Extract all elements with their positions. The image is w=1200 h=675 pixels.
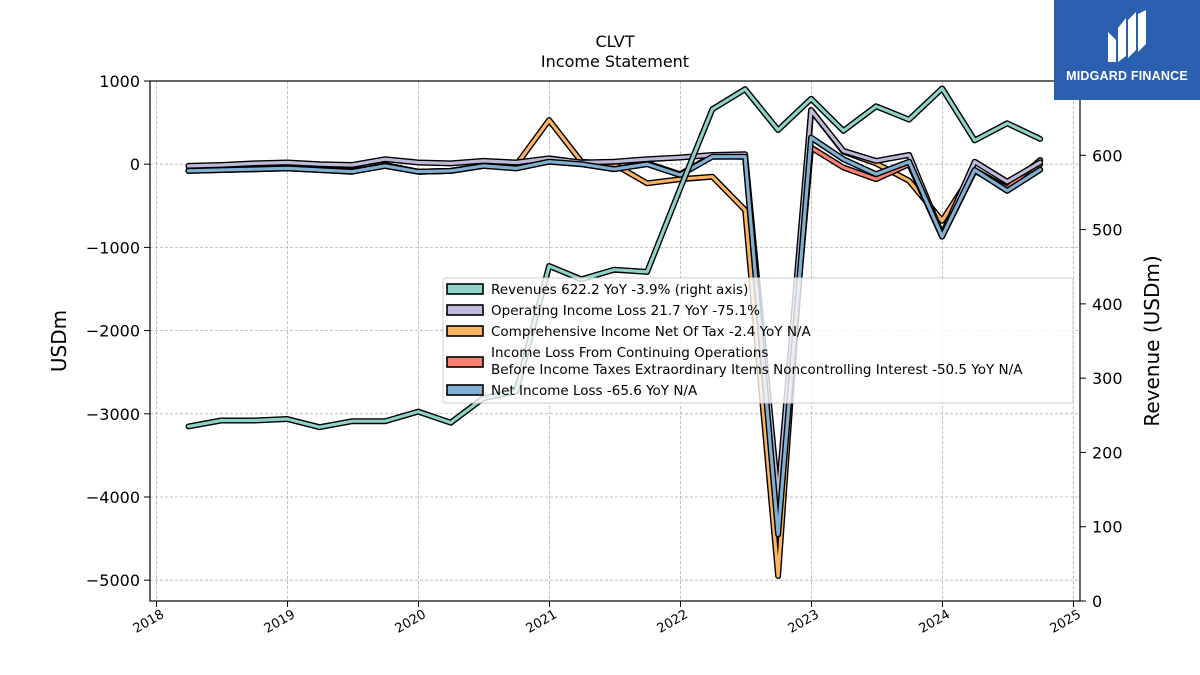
legend-label: Operating Income Loss 21.7 YoY -75.1% [491, 303, 760, 319]
series-line [186, 136, 1042, 537]
chart-title: CLVT [595, 32, 634, 51]
x-tick-label: 2025 [1048, 607, 1084, 637]
legend-swatch [446, 304, 484, 316]
left-tick-label: −2000 [86, 322, 140, 341]
series-line [186, 108, 1042, 499]
series-line [186, 86, 1042, 429]
x-axis: 2018 2019 2020 2021 2022 2023 2024 2025 [131, 601, 1084, 637]
legend-label: Revenues 622.2 YoY -3.9% (right axis) [491, 282, 748, 298]
right-tick-label: 200 [1092, 443, 1123, 462]
x-tick-label: 2018 [131, 607, 167, 637]
left-tick-label: 0 [130, 155, 140, 174]
x-tick-label: 2022 [655, 607, 691, 637]
legend-label: Comprehensive Income Net Of Tax -2.4 YoY… [491, 324, 811, 340]
x-tick-label: 2019 [262, 607, 298, 637]
legend-label: Net Income Loss -65.6 YoY N/A [491, 383, 698, 399]
left-tick-label: −4000 [86, 488, 140, 507]
right-tick-label: 600 [1092, 146, 1123, 165]
legend-swatch [446, 384, 484, 396]
legend-swatch [446, 356, 484, 368]
x-tick-label: 2023 [786, 607, 822, 637]
legend-swatch [446, 325, 484, 337]
legend-box [442, 277, 1074, 404]
left-tick-label: −1000 [86, 238, 140, 257]
chart-subtitle: Income Statement [541, 52, 689, 71]
x-tick-label: 2024 [917, 607, 953, 637]
right-tick-label: 400 [1092, 295, 1123, 314]
x-tick-label: 2021 [524, 607, 560, 637]
plot-frame [149, 80, 1081, 602]
right-axis-label: Revenue (USDm) [1140, 255, 1164, 426]
left-tick-label: 1000 [99, 72, 140, 91]
legend-label: Before Income Taxes Extraordinary Items … [491, 362, 1023, 378]
series-lines [185, 85, 1044, 579]
left-tick-label: −3000 [86, 405, 140, 424]
brand-logo: MIDGARD FINANCE [1054, 0, 1200, 100]
right-axis: 0 100 200 300 400 500 600 [1080, 146, 1123, 611]
brand-name: MIDGARD FINANCE [1066, 69, 1188, 83]
right-tick-label: 300 [1092, 369, 1123, 388]
right-tick-label: 0 [1092, 592, 1102, 611]
left-axis-label: USDm [47, 310, 71, 372]
legend-swatch [446, 283, 484, 295]
left-tick-label: −5000 [86, 571, 140, 590]
x-tick-label: 2020 [393, 607, 429, 637]
legend-label: Income Loss From Continuing Operations [491, 345, 768, 361]
right-tick-label: 500 [1092, 221, 1123, 240]
left-axis: 1000 0 −1000 −2000 −3000 −4000 −5000 [86, 72, 150, 590]
midgard-logo-icon [1108, 10, 1146, 62]
legend: Revenues 622.2 YoY -3.9% (right axis) Ope… [442, 277, 1074, 404]
right-tick-label: 100 [1092, 518, 1123, 537]
